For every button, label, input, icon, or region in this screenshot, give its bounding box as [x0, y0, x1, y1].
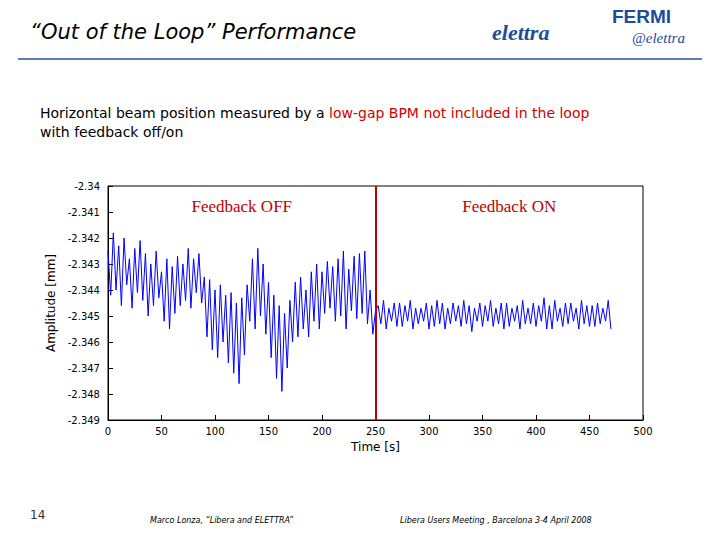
- svg-text:0: 0: [105, 426, 111, 437]
- svg-text:Amplitude [mm]: Amplitude [mm]: [44, 254, 58, 352]
- html-text:14: 14: [30, 508, 46, 522]
- svg-text:150: 150: [259, 426, 278, 437]
- svg-text:500: 500: [633, 426, 652, 437]
- svg-text:100: 100: [205, 426, 224, 437]
- svg-text:50: 50: [155, 426, 168, 437]
- html-text:Libera Users Meeting , Barcelo: Libera Users Meeting , Barcelona 3-4 Apr…: [400, 516, 592, 525]
- svg-text:-2.346: -2.346: [68, 337, 100, 348]
- html-text:Marco Lonza, “Libera and ELETT: Marco Lonza, “Libera and ELETTRA”: [150, 516, 294, 525]
- html-text:Horizontal beam position measu: Horizontal beam position measured by a l…: [40, 105, 590, 121]
- svg-text:350: 350: [473, 426, 492, 437]
- svg-text:-2.349: -2.349: [68, 415, 100, 426]
- svg-text:250: 250: [366, 426, 385, 437]
- svg-text:-2.348: -2.348: [68, 389, 100, 400]
- svg-text:Feedback ON: Feedback ON: [462, 197, 556, 216]
- svg-text:-2.341: -2.341: [68, 207, 100, 218]
- html-text:“Out of the Loop” Performance: “Out of the Loop” Performance: [30, 20, 357, 44]
- html-text:elettra: elettra: [492, 20, 550, 45]
- svg-text:-2.342: -2.342: [68, 233, 100, 244]
- html-text:@elettra: @elettra: [632, 30, 685, 46]
- svg-text:400: 400: [526, 426, 545, 437]
- svg-text:450: 450: [580, 426, 599, 437]
- svg-text:Time [s]: Time [s]: [350, 440, 400, 454]
- html-text:FERMI: FERMI: [612, 6, 672, 27]
- svg-text:-2.34: -2.34: [74, 181, 100, 192]
- svg-text:Feedback OFF: Feedback OFF: [191, 197, 292, 216]
- svg-text:-2.344: -2.344: [68, 285, 100, 296]
- svg-text:-2.345: -2.345: [68, 311, 100, 322]
- svg-text:-2.343: -2.343: [68, 259, 100, 270]
- html-text:with feedback off/on: with feedback off/on: [40, 124, 184, 140]
- svg-text:200: 200: [312, 426, 331, 437]
- svg-text:300: 300: [419, 426, 438, 437]
- svg-text:-2.347: -2.347: [68, 363, 100, 374]
